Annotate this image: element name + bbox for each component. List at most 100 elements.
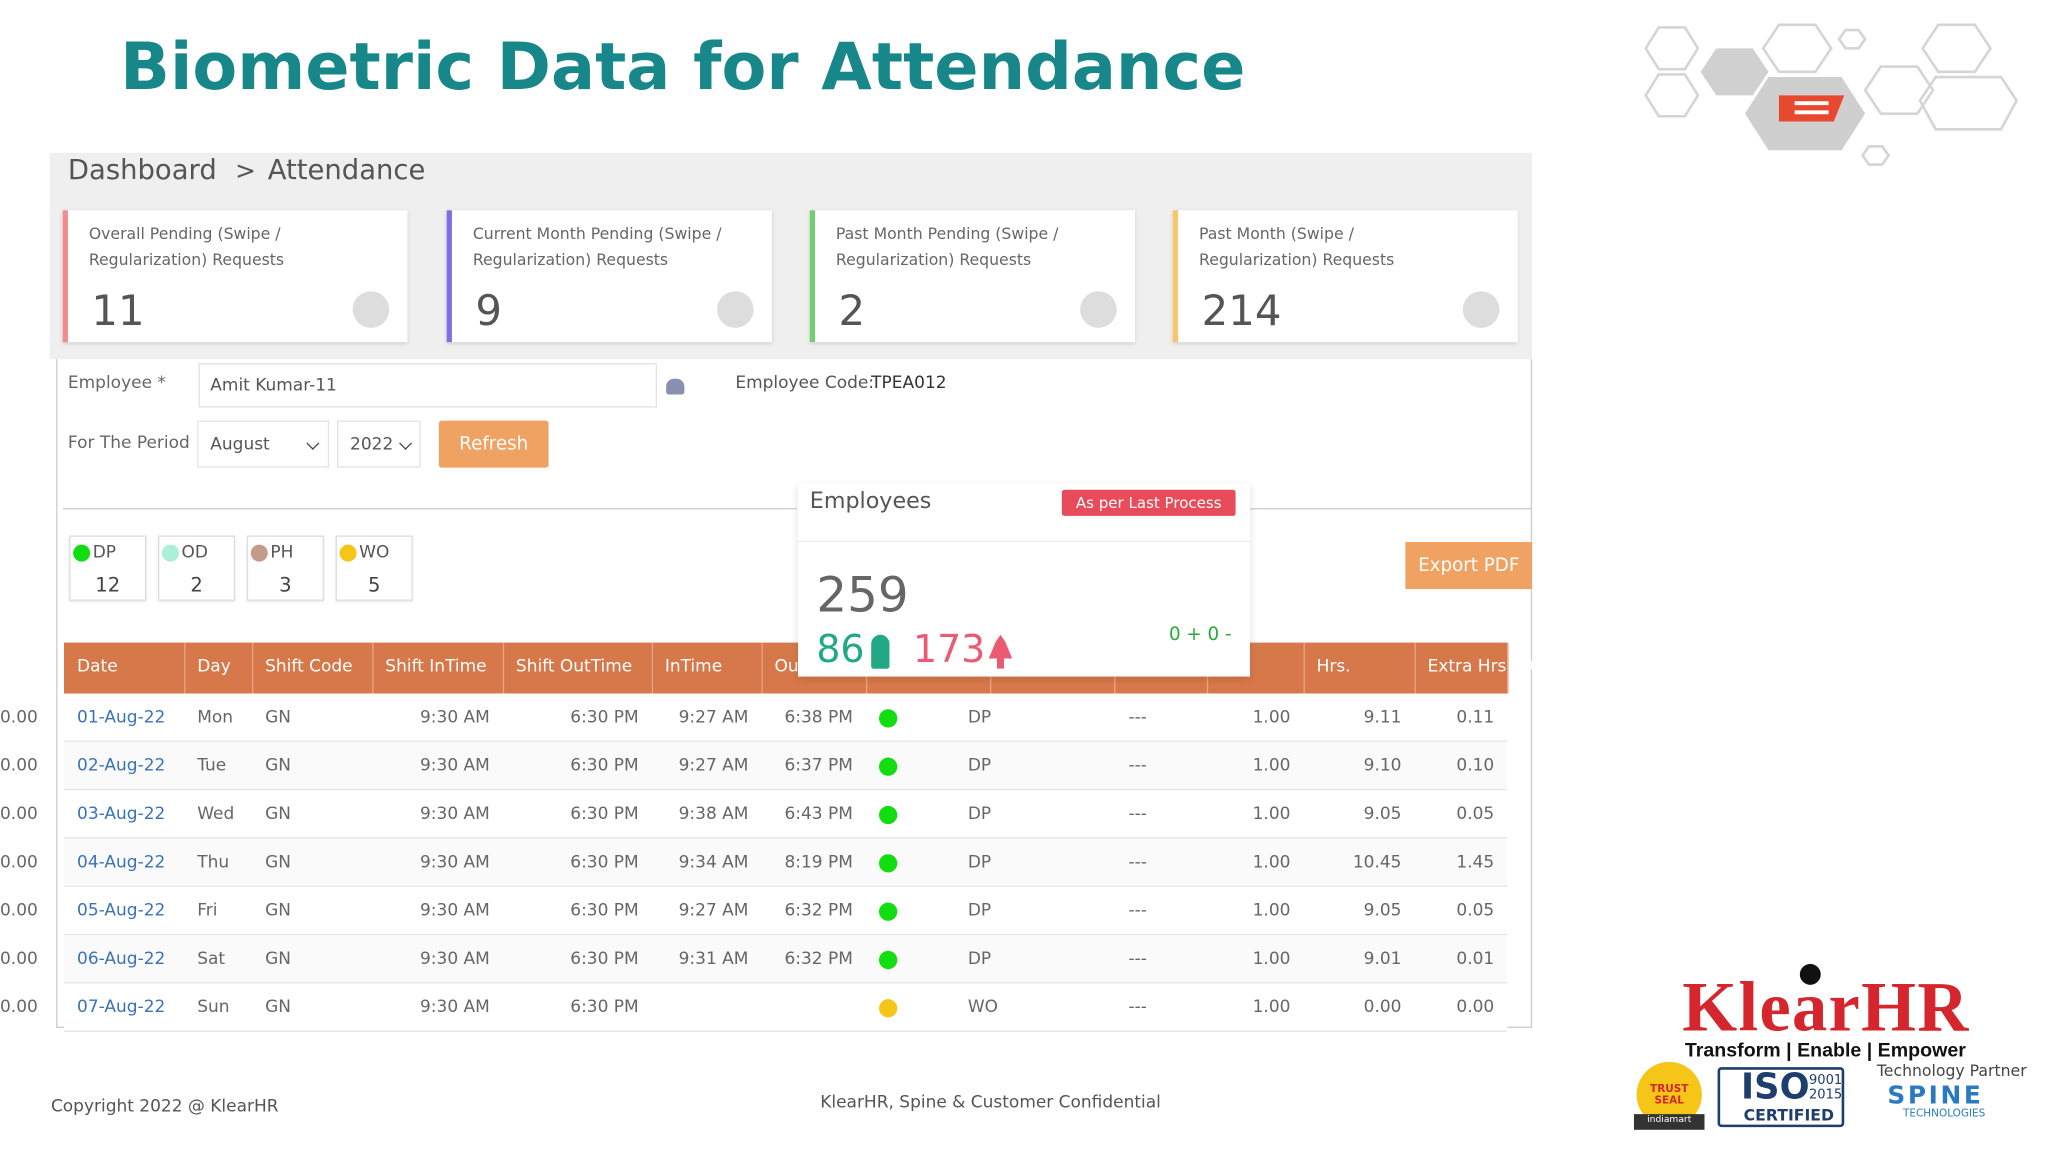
header-cell: Hrs. xyxy=(1316,656,1351,677)
table-cell: 6:32 PM xyxy=(784,901,853,921)
table-cell: 9:30 AM xyxy=(419,901,490,921)
card-label: Overall Pending (Swipe / Regularization)… xyxy=(88,224,285,270)
legend-dot xyxy=(73,544,91,562)
status-dot xyxy=(879,999,898,1018)
header-divider xyxy=(651,642,654,694)
table-cell: 1.00 xyxy=(1252,949,1291,970)
legend-dot xyxy=(339,544,357,562)
date-link[interactable]: 04-Aug-22 xyxy=(77,852,166,873)
card-value: 2 xyxy=(838,286,866,336)
table-cell: GN xyxy=(265,997,292,1018)
table-cell: Sat xyxy=(197,949,226,970)
table-cell: Wed xyxy=(197,804,235,825)
status-dot xyxy=(879,757,898,776)
date-link[interactable]: 01-Aug-22 xyxy=(77,707,166,728)
table-cell: 9:27 AM xyxy=(678,707,749,728)
employee-search-icon[interactable] xyxy=(666,378,685,395)
status-dot xyxy=(879,902,898,921)
header-cell: Day xyxy=(197,656,231,677)
iso-cert: CERTIFIED xyxy=(1743,1106,1835,1125)
table-cell: 0.05 xyxy=(1456,804,1495,825)
export-button[interactable]: Export PDF xyxy=(1405,542,1533,590)
table-cell: 6:38 PM xyxy=(784,707,853,728)
table-cell: 0.01 xyxy=(1456,949,1495,970)
legend-dot xyxy=(250,544,268,562)
legend-label: OD xyxy=(181,543,208,563)
header-cell: Shift Code xyxy=(265,656,353,677)
table-cell: GN xyxy=(265,901,292,921)
date-link[interactable]: 02-Aug-22 xyxy=(77,756,166,776)
breadcrumb-root: Dashboard xyxy=(67,154,217,186)
card-value: 214 xyxy=(1201,286,1282,336)
table-cell: 0.00 xyxy=(0,707,38,728)
tagline: Transform | Enable | Empower xyxy=(1684,1039,1966,1062)
table-cell: 9:30 AM xyxy=(419,852,490,873)
table-cell: DP xyxy=(967,852,992,873)
header-divider xyxy=(372,642,374,694)
table-cell: 6:30 PM xyxy=(570,901,639,921)
table-cell: 1.00 xyxy=(1252,852,1291,873)
status-dot xyxy=(879,709,898,728)
iso-number: 9001 xyxy=(1808,1073,1843,1088)
table-row xyxy=(63,838,1508,887)
logo-dot xyxy=(1799,963,1821,985)
table-cell: 1.00 xyxy=(1252,804,1291,825)
popup-total: 259 xyxy=(816,566,909,624)
legend-count: 12 xyxy=(95,573,121,597)
popup-divider xyxy=(798,540,1250,543)
table-cell: --- xyxy=(1128,756,1147,776)
period-label: For The Period xyxy=(67,433,190,454)
table-cell: 9:38 AM xyxy=(678,804,749,825)
table-cell: 9.10 xyxy=(1363,756,1402,776)
iso-badge: ISO 9001 2015 CERTIFIED xyxy=(1717,1067,1845,1128)
status-legend: DP 12 xyxy=(69,535,147,601)
table-cell: GN xyxy=(265,852,292,873)
table-cell: 0.00 xyxy=(0,949,38,970)
table-cell: DP xyxy=(967,707,992,728)
employee-input[interactable]: Amit Kumar-11 xyxy=(198,363,657,408)
date-link[interactable]: 05-Aug-22 xyxy=(77,901,166,921)
table-cell: 6:30 PM xyxy=(570,852,639,873)
popup-badge: As per Last Process xyxy=(1061,489,1236,516)
table-cell: --- xyxy=(1128,901,1147,921)
date-link[interactable]: 07-Aug-22 xyxy=(77,997,166,1018)
partner-label: Technology Partner xyxy=(1876,1061,2027,1081)
table-cell: --- xyxy=(1128,852,1147,873)
table-cell: 6:30 PM xyxy=(570,949,639,970)
month-select[interactable]: August xyxy=(197,420,330,468)
breadcrumb-separator: > xyxy=(235,156,256,186)
summary-card: Past Month Pending (Swipe / Regularizati… xyxy=(809,210,1136,343)
table-cell: 0.00 xyxy=(0,804,38,825)
table-cell: 9.11 xyxy=(1363,707,1402,728)
date-link[interactable]: 06-Aug-22 xyxy=(77,949,166,970)
table-cell: GN xyxy=(265,804,292,825)
seal-text: TRUST SEAL xyxy=(1650,1082,1689,1107)
table-cell: 0.00 xyxy=(0,852,38,873)
partner-sub: TECHNOLOGIES xyxy=(1903,1107,1986,1120)
table-cell: 8:19 PM xyxy=(784,852,853,873)
card-icon xyxy=(352,291,390,328)
table-cell: 9:27 AM xyxy=(678,901,749,921)
table-row xyxy=(63,790,1508,839)
code-value: TPEA012 xyxy=(871,373,947,394)
table-row xyxy=(63,886,1508,936)
iso-year: 2015 xyxy=(1808,1087,1843,1103)
header-divider xyxy=(252,642,254,694)
table-cell: 0.00 xyxy=(0,997,38,1018)
legend-count: 3 xyxy=(279,573,292,597)
table-cell: --- xyxy=(1128,997,1147,1018)
refresh-button[interactable]: Refresh xyxy=(438,420,549,468)
summary-card: Current Month Pending (Swipe / Regulariz… xyxy=(446,210,772,343)
date-link[interactable]: 03-Aug-22 xyxy=(77,804,166,825)
table-cell: 0.05 xyxy=(1456,901,1495,921)
year-select[interactable]: 2022 xyxy=(336,420,421,468)
hex-decoration xyxy=(1644,23,2019,166)
table-cell: 9:30 AM xyxy=(419,707,490,728)
table-cell: DP xyxy=(967,901,992,921)
table-cell: 6:30 PM xyxy=(570,804,639,825)
header-divider xyxy=(1414,642,1416,694)
table-cell: 1.00 xyxy=(1252,707,1291,728)
table-cell: 9:30 AM xyxy=(419,949,490,970)
legend-label: WO xyxy=(359,543,390,563)
